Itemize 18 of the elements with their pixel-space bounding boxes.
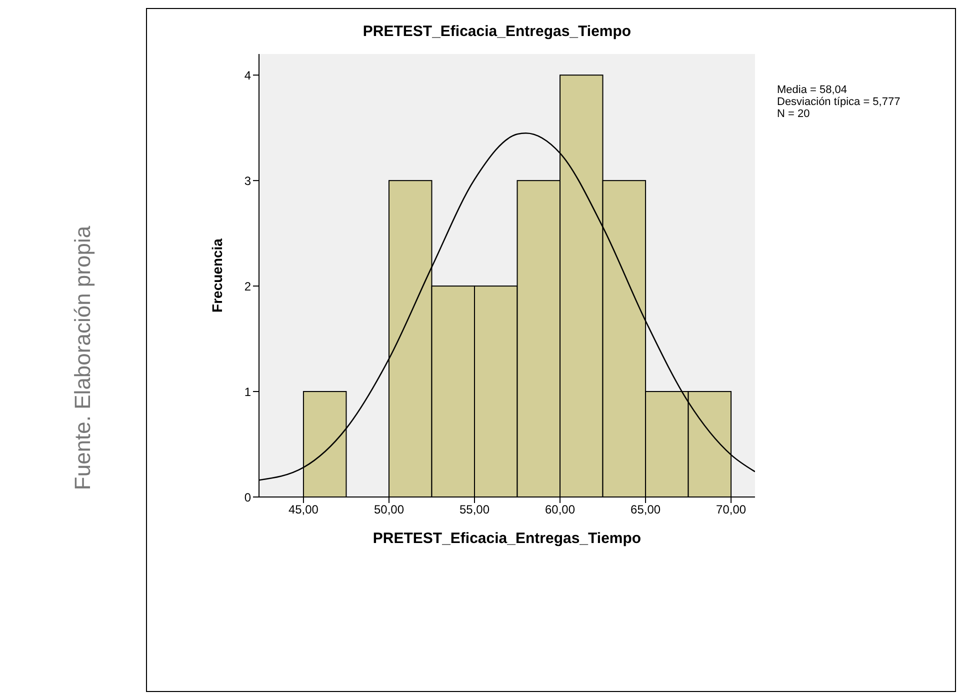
x-tick-label: 70,00 (716, 502, 746, 517)
text: N = 20 (777, 108, 811, 120)
x-tick-label: 50,00 (374, 502, 404, 517)
y-tick-label: 1 (244, 384, 252, 399)
x-tick-label: 65,00 (630, 502, 661, 517)
source-note: Fuente. Elaboración propia (70, 226, 96, 490)
text: Media = 58,04 (777, 84, 848, 96)
y-axis-title: Frecuencia (208, 238, 225, 312)
text: Desviación típica = 5,777 (777, 96, 900, 108)
x-axis-title: PRETEST_Eficacia_Entregas_Tiempo (372, 530, 642, 547)
x-tick-label: 60,00 (545, 502, 576, 517)
x-tick-label: 45,00 (288, 502, 319, 517)
y-tick-label: 0 (244, 490, 252, 504)
y-tick-label: 3 (244, 174, 252, 188)
x-tick-label: 55,00 (459, 502, 490, 517)
y-tick-label: 4 (244, 68, 252, 82)
chart-title: PRETEST_Eficacia_Entregas_Tiempo (362, 23, 632, 40)
y-tick-label: 2 (244, 279, 252, 294)
